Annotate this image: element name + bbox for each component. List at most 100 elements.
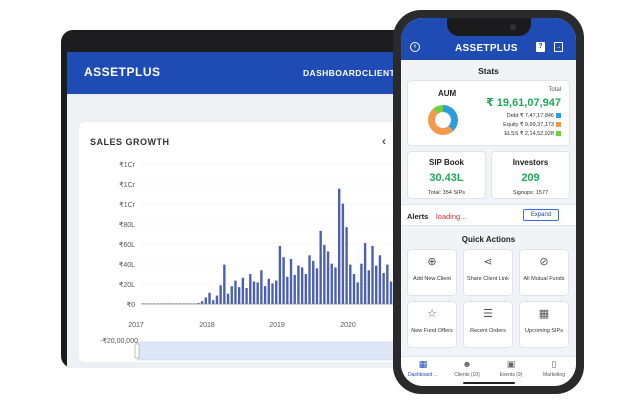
sales-growth-card: SALES GROWTH ‹ ₹1Cr ₹1Cr ₹1Cr ₹80L ₹60L ₹40L ₹… [79, 122, 411, 362]
bar[interactable] [208, 292, 211, 304]
bar[interactable] [382, 273, 385, 304]
bar[interactable] [230, 286, 233, 304]
bar[interactable] [275, 280, 278, 304]
sales-growth-chart: ₹1Cr ₹1Cr ₹1Cr ₹80L ₹60L ₹40L ₹20L ₹0 -₹20,00,00… [100, 161, 406, 361]
bar[interactable] [389, 281, 393, 305]
all-mutual-funds-tile[interactable]: ⊘ All Mutual Funds [519, 249, 569, 296]
chevron-left-icon[interactable]: ‹ [382, 134, 386, 148]
bar[interactable] [326, 251, 330, 305]
brand-logo[interactable]: ASSETPLUS [84, 65, 161, 79]
bar[interactable] [367, 270, 370, 304]
range-handle-left[interactable] [134, 343, 140, 359]
recent-orders-tile[interactable]: ☰ Recent Orders [463, 301, 513, 348]
bar[interactable] [212, 300, 215, 304]
bar[interactable] [378, 255, 382, 304]
y-tick-label: ₹80L [119, 221, 135, 229]
donut-slice-equity[interactable] [428, 108, 454, 135]
nav-client[interactable]: CLIENT [362, 68, 396, 78]
bar[interactable] [234, 280, 237, 304]
help-icon[interactable]: ? [536, 42, 545, 52]
x-tick-label: 2020 [340, 322, 356, 329]
phone-notch [447, 18, 531, 36]
bar[interactable] [282, 257, 285, 305]
bar[interactable] [263, 286, 267, 304]
bar[interactable] [219, 285, 222, 304]
bar[interactable] [245, 288, 248, 304]
bar[interactable] [334, 267, 337, 304]
new-fund-offers-tile[interactable]: ☆ New Fund Offers [407, 301, 457, 348]
bar[interactable] [215, 295, 219, 304]
aum-total-label: Total [548, 87, 561, 93]
bar[interactable] [293, 274, 296, 304]
x-tick-label: 2019 [269, 322, 285, 329]
card-title: SALES GROWTH [90, 137, 170, 147]
alerts-label: Alerts [407, 212, 429, 221]
bar[interactable] [286, 276, 289, 304]
bar[interactable] [271, 283, 274, 305]
quick-actions-heading: Quick Actions [461, 235, 516, 244]
bar[interactable] [341, 203, 345, 304]
bar[interactable] [349, 264, 352, 305]
bar[interactable] [386, 264, 389, 305]
bar[interactable] [304, 274, 308, 304]
bar[interactable] [330, 263, 333, 304]
aum-equity-line: Equity ₹ 9,99,37,173 [503, 122, 561, 128]
bar[interactable] [315, 268, 319, 305]
sip-book-value: 30.43L [429, 172, 464, 184]
bar[interactable] [323, 244, 326, 304]
range-navigator[interactable] [136, 341, 406, 361]
bar[interactable] [204, 297, 208, 304]
bar[interactable] [312, 260, 315, 305]
bar[interactable] [237, 287, 241, 305]
bar[interactable] [337, 188, 341, 304]
logout-icon[interactable]: → [554, 42, 563, 52]
app-header: ‹ ASSETPLUS ? → [401, 18, 576, 60]
bar[interactable] [260, 270, 263, 304]
investors-card[interactable]: Investors 209 Signups: 1577 [491, 151, 570, 199]
tab-label: Marketing [543, 372, 565, 378]
donut-slice-elss[interactable] [433, 105, 443, 114]
tab-marketing[interactable]: ▯ Marketing [532, 359, 576, 378]
bar[interactable] [278, 245, 282, 305]
share-client-link-tile[interactable]: ⋖ Share Client Link [463, 249, 513, 296]
bar[interactable] [267, 278, 270, 304]
bar[interactable] [256, 282, 259, 304]
sip-book-card[interactable]: SIP Book 30.43L Total: 354 SIPs [407, 151, 486, 199]
bar[interactable] [345, 227, 348, 305]
bar[interactable] [200, 301, 204, 304]
bar[interactable] [241, 277, 245, 304]
bar[interactable] [226, 293, 230, 304]
bar[interactable] [197, 303, 200, 304]
bar[interactable] [308, 255, 311, 304]
back-icon[interactable]: ‹ [410, 42, 420, 52]
bar[interactable] [289, 259, 293, 304]
bar[interactable] [300, 267, 304, 304]
bar[interactable] [356, 282, 359, 304]
bar[interactable] [352, 274, 356, 304]
bottom-tab-bar: ▦ Dashboard ... ☻ Clients (10) ▣ Events … [401, 356, 576, 386]
tab-events[interactable]: ▣ Events (9) [489, 359, 533, 378]
y-tick-label: ₹1Cr [119, 161, 135, 169]
tab-clients[interactable]: ☻ Clients (10) [445, 359, 489, 378]
calendar-icon: ▦ [538, 308, 550, 320]
tab-dashboard[interactable]: ▦ Dashboard ... [401, 359, 445, 378]
y-tick-label: ₹0 [127, 301, 135, 309]
bar[interactable] [371, 245, 374, 305]
bar[interactable] [319, 230, 322, 305]
aum-card[interactable]: AUM Total ₹ 19,61,07,947 Debt ₹ 7,47,17,… [407, 80, 570, 146]
bar[interactable] [249, 274, 252, 304]
bar[interactable] [297, 265, 300, 304]
upcoming-sips-tile[interactable]: ▦ Upcoming SIPs [519, 301, 569, 348]
add-new-client-tile[interactable]: ⊕ Add New Client [407, 249, 457, 296]
bar[interactable] [360, 263, 363, 304]
bar[interactable] [363, 243, 367, 304]
bar[interactable] [252, 281, 256, 305]
bar[interactable] [223, 264, 226, 305]
tab-label: Events (9) [499, 372, 523, 378]
bar[interactable] [375, 265, 378, 304]
laptop-screen: ASSETPLUS DASHBOARD CLIENT SALES GROWTH … [67, 52, 457, 368]
nav-dashboard[interactable]: DASHBOARD [303, 68, 362, 78]
expand-button[interactable]: Expand [523, 209, 559, 221]
donut-slice-debt[interactable] [443, 105, 458, 131]
